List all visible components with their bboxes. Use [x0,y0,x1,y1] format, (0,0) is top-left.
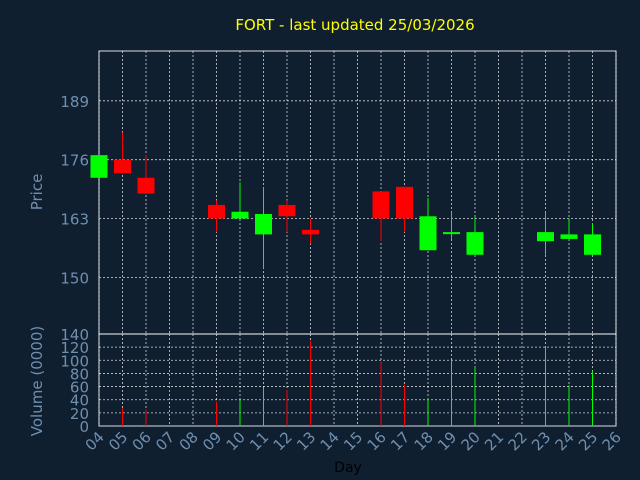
x-tick-label: 23 [528,428,554,454]
price-grid [98,51,617,334]
x-tick-label: 07 [152,428,178,454]
x-axis-ticks: 0405060708091011121314151617181920212223… [82,428,625,454]
x-tick-label: 05 [105,428,131,454]
x-tick-label: 11 [246,428,272,454]
x-tick-label: 15 [340,428,366,454]
candle-body [255,214,272,235]
volume-tick-label: 60 [70,379,89,397]
price-axis-label: Price [28,174,46,211]
volume-tick-label: 100 [60,352,89,370]
candle-body [137,177,155,194]
candle-body [231,211,249,219]
candle-body [208,204,225,219]
x-tick-label: 10 [223,428,249,454]
price-tick-label: 189 [60,93,89,111]
x-tick-label: 21 [481,428,507,454]
x-tick-label: 14 [317,428,343,454]
volume-tick-label: 80 [70,365,89,383]
volume-tick-label: 20 [70,405,89,423]
candle-body [302,229,319,235]
volume-bars [122,340,593,426]
candle-body [537,232,554,242]
price-panel: 150 163 176 189 Price [28,50,617,335]
candle-body [114,159,131,174]
candle-body [443,232,460,235]
volume-tick-label: 0 [79,418,89,436]
price-tick-label: 163 [60,211,89,229]
x-tick-label: 26 [599,428,625,454]
x-tick-label: 12 [270,428,296,454]
price-y-ticks: 150 163 176 189 [60,93,89,288]
x-tick-label: 08 [176,428,202,454]
chart-title: FORT - last updated 25/03/2026 [235,16,474,34]
price-tick-label: 176 [60,152,89,170]
candle-body [278,204,296,217]
volume-axis-label: Volume (0000) [28,326,46,436]
x-tick-label: 18 [411,428,437,454]
x-tick-label: 17 [387,428,413,454]
volume-grid [98,334,617,426]
x-tick-label: 22 [505,428,531,454]
x-tick-label: 09 [199,428,225,454]
x-tick-label: 20 [458,428,484,454]
x-tick-label: 13 [293,428,319,454]
candle-body [90,155,108,178]
x-tick-label: 16 [364,428,390,454]
candle-body [372,191,390,219]
volume-tick-label: 140 [60,326,89,344]
candle-body [466,232,484,255]
x-tick-label: 25 [575,428,601,454]
x-tick-label: 06 [129,428,155,454]
volume-tick-label: 40 [70,392,89,410]
candle-body [396,186,413,219]
price-tick-label: 150 [60,269,89,287]
x-axis-label: Day [334,460,362,476]
candle-body [560,234,578,239]
x-tick-label: 19 [434,428,460,454]
candles [90,132,601,269]
x-tick-label: 24 [552,428,578,454]
volume-tick-label: 120 [60,339,89,357]
candle-body [584,234,601,255]
candle-body [419,216,437,251]
